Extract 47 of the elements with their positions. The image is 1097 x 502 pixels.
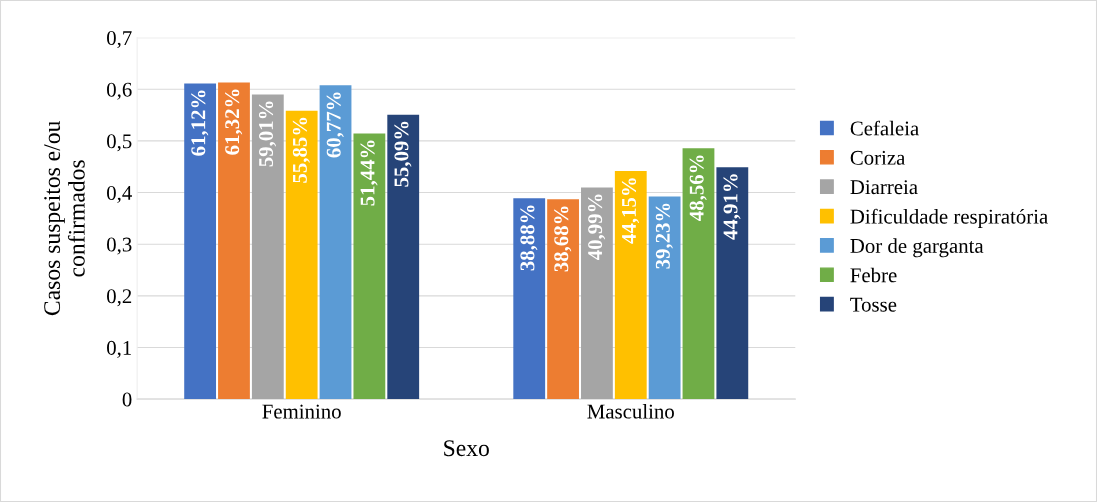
x-tick-label: Feminino xyxy=(262,404,341,419)
legend-label: Dor de garganta xyxy=(850,238,984,258)
data-label: 44,91% xyxy=(723,174,741,240)
data-label: 40,99% xyxy=(588,194,606,261)
data-label: 60,77% xyxy=(326,92,344,158)
bar xyxy=(716,167,749,400)
bar xyxy=(285,110,318,400)
y-tick-label: 0,3 xyxy=(107,237,132,255)
y-tick-label: 0,2 xyxy=(107,289,132,307)
bar xyxy=(614,171,647,400)
data-label: 48,56% xyxy=(689,155,707,221)
bar xyxy=(251,94,284,400)
legend-label: Dificuldade respiratória xyxy=(850,208,1048,228)
data-label: 38,68% xyxy=(554,206,572,272)
legend-label: Diarreia xyxy=(850,180,918,195)
data-label: 55,85% xyxy=(292,117,310,183)
bar xyxy=(547,199,579,400)
y-tick-label: 0,1 xyxy=(107,340,132,358)
y-axis-title: Casos suspeitos e/ou confirmados xyxy=(44,121,85,316)
data-label: 51,44% xyxy=(360,140,378,206)
bar xyxy=(387,114,420,400)
bar xyxy=(319,85,352,400)
y-tick-label: 0,7 xyxy=(107,31,132,49)
legend-label: Coriza xyxy=(850,150,906,165)
legend-label: Tosse xyxy=(850,297,897,312)
y-tick-label: 0,6 xyxy=(107,82,132,100)
bar xyxy=(353,133,386,400)
legend-label: Febre xyxy=(850,267,897,283)
data-label: 38,88% xyxy=(520,205,538,271)
bar xyxy=(648,196,681,400)
bar xyxy=(184,83,217,400)
data-label: 61,32% xyxy=(225,89,243,155)
x-tick-label: Masculino xyxy=(587,403,674,419)
y-tick-label: 0 xyxy=(122,392,132,407)
data-label: 59,01% xyxy=(258,101,277,167)
bar xyxy=(513,198,546,400)
data-label: 44,15% xyxy=(621,178,640,244)
data-label: 61,12% xyxy=(191,90,209,156)
data-label: 55,09% xyxy=(394,121,412,187)
y-tick-label: 0,5 xyxy=(107,134,132,152)
bar xyxy=(581,187,613,400)
y-tick-label: 0,4 xyxy=(107,185,132,203)
legend-label: Cefaleia xyxy=(850,120,919,136)
bar xyxy=(218,82,250,400)
bar xyxy=(682,148,715,400)
x-axis-title: Sexo xyxy=(444,440,489,457)
data-label: 39,23% xyxy=(655,203,673,269)
